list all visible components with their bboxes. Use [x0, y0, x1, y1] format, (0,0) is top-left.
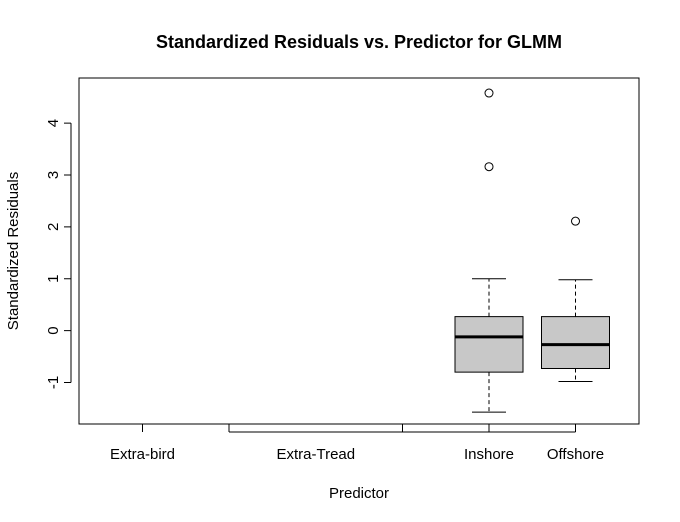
box-offshore — [541, 216, 610, 382]
y-tick-label: 1 — [45, 275, 62, 283]
x-tick-label: Inshore — [464, 446, 514, 463]
y-tick-label: 4 — [45, 119, 62, 127]
outlier-point — [484, 162, 494, 172]
y-tick-label: -1 — [45, 376, 62, 389]
y-axis-title: Standardized Residuals — [5, 172, 22, 330]
plot-frame — [78, 77, 640, 425]
y-axis: -1 0 1 2 3 4 — [45, 119, 72, 389]
iqr-box — [541, 316, 610, 369]
y-tick-label: 2 — [45, 223, 62, 231]
x-tick-label: Offshore — [547, 446, 604, 463]
outlier-point — [571, 216, 580, 226]
chart-title: Standardized Residuals vs. Predictor for… — [156, 32, 562, 52]
x-tick-label: Extra-bird — [110, 446, 175, 463]
x-axis-title: Predictor — [329, 485, 389, 502]
y-tick-label: 3 — [45, 171, 62, 179]
box-inshore — [454, 88, 524, 413]
outlier-point — [484, 88, 494, 98]
y-tick-label: 0 — [45, 326, 62, 334]
boxes — [454, 88, 610, 413]
iqr-box — [454, 316, 524, 373]
x-axis: Extra-bird Extra-Tread Inshore Offshore — [110, 424, 604, 463]
x-tick-label: Extra-Tread — [276, 446, 355, 463]
